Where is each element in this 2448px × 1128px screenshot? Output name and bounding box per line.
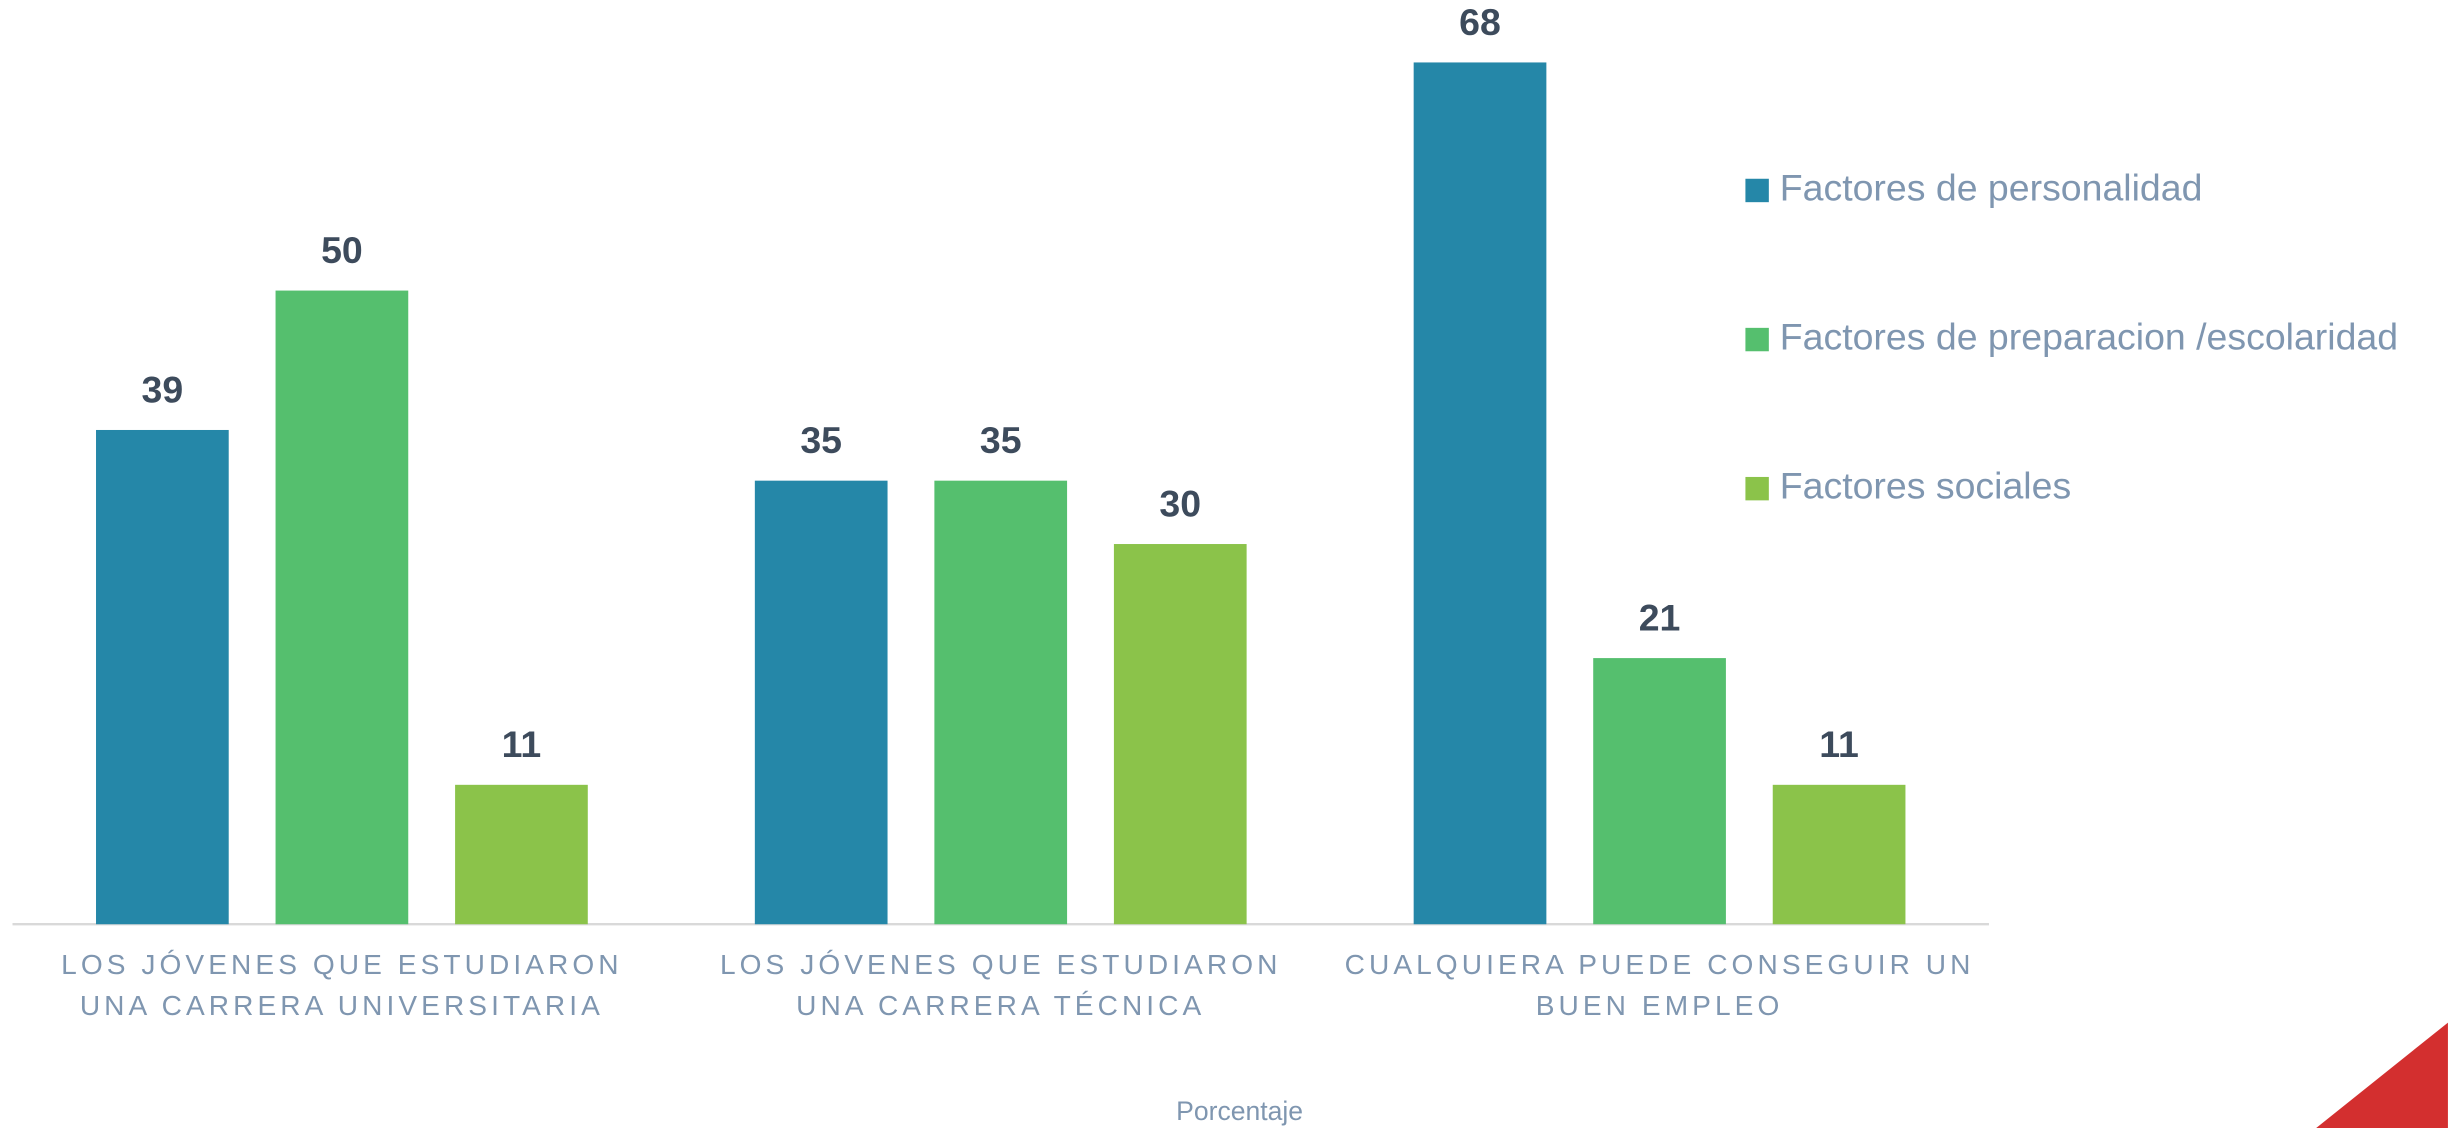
legend-swatch [1745,476,1769,501]
decoration [2316,1022,2448,1128]
bar [1113,544,1247,925]
data-label: 35 [800,419,842,461]
data-label: 50 [321,229,363,271]
data-label: 11 [502,723,542,765]
data-label: 11 [1819,723,1859,765]
data-label: 35 [980,419,1022,461]
x-tick-label: LOS JÓVENES QUE ESTUDIARON UNA CARRERA U… [61,949,623,1022]
x-tick-label: LOS JÓVENES QUE ESTUDIARON UNA CARRERA T… [719,949,1282,1022]
data-label: 39 [142,368,184,410]
data-label: 68 [1459,1,1501,43]
x-tick-label: CUALQUIERA PUEDE CONSEGUIR UN BUEN EMPLE… [1344,949,1975,1022]
bar [96,429,229,925]
data-label: 21 [1639,597,1681,639]
bar [754,480,888,925]
bar [455,784,588,925]
legend-label: Factores sociales [1780,465,2071,507]
bar [934,480,1068,925]
bar [1413,62,1547,925]
legend-swatch [1745,327,1769,352]
data-label: 30 [1159,482,1201,524]
bar [1772,784,1906,925]
bar [275,290,409,925]
x-axis-title: Porcentaje [1176,1096,1303,1126]
bar [1593,658,1726,925]
legend-label: Factores de preparacion /escolaridad [1780,315,2398,357]
legend-label: Factores de personalidad [1780,166,2203,208]
legend-swatch [1745,178,1769,203]
